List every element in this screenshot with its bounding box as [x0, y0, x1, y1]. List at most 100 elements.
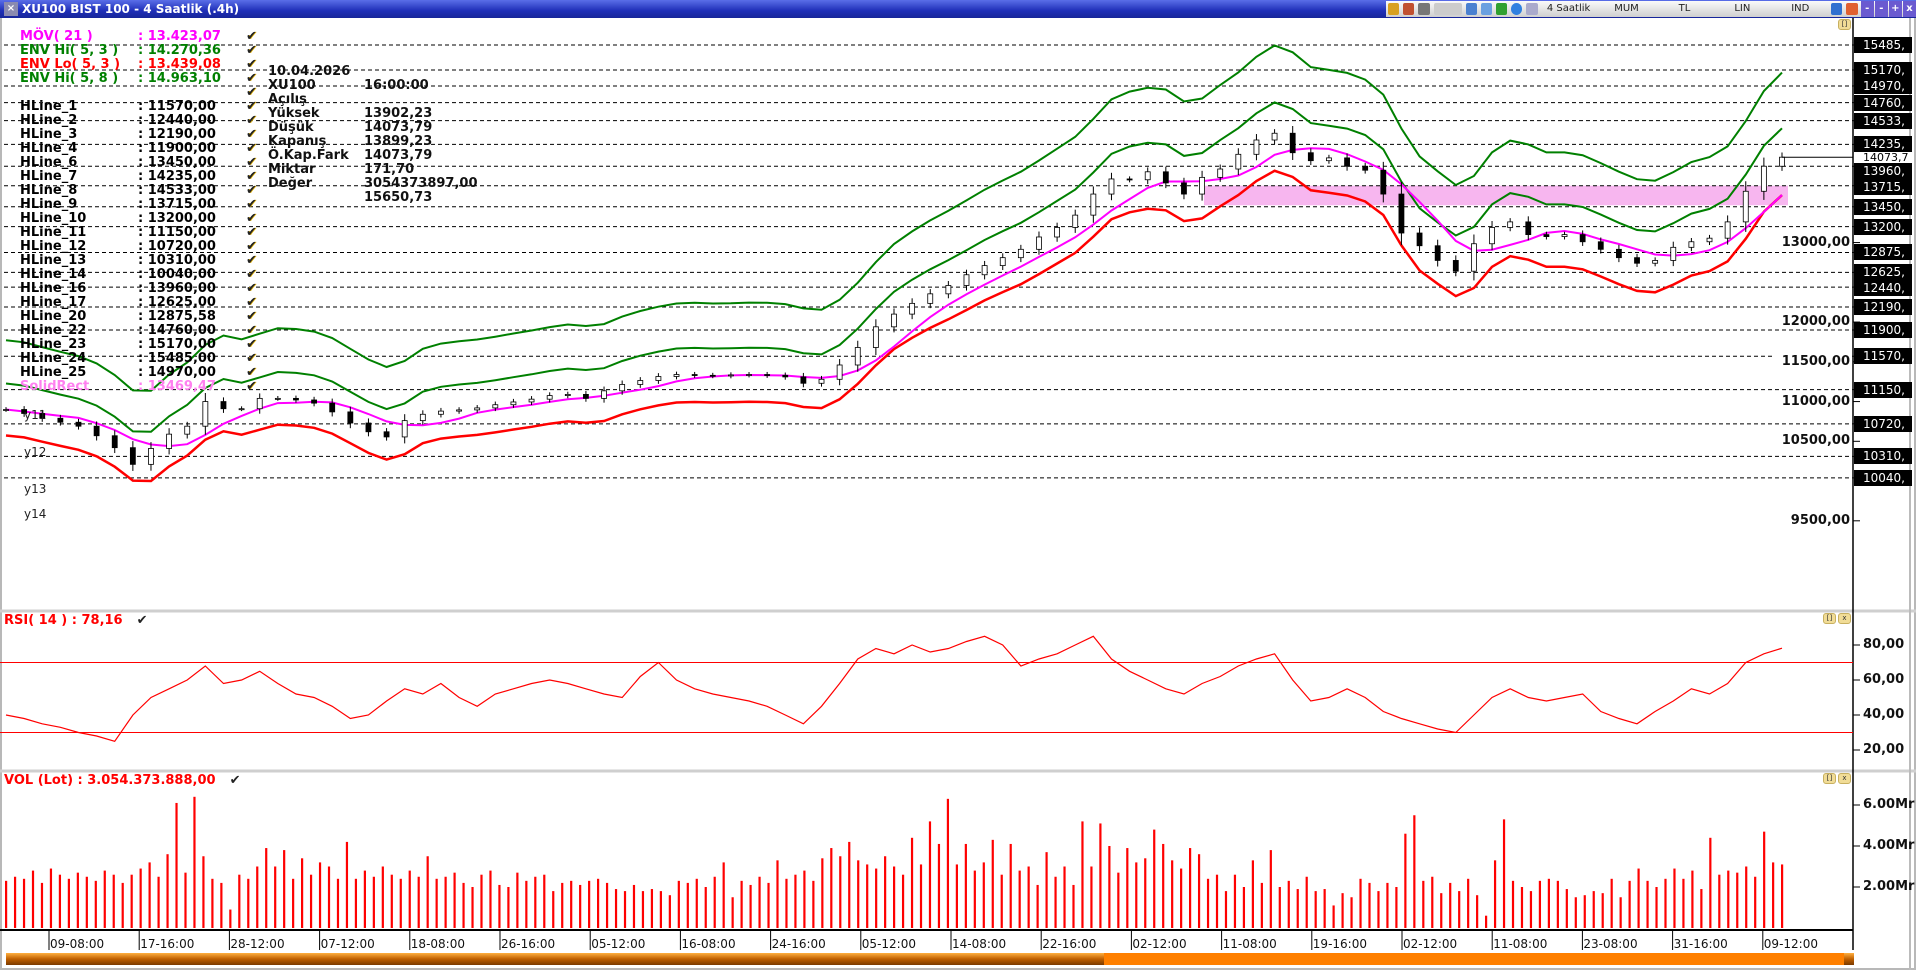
- check-icon[interactable]: ✔: [246, 99, 257, 114]
- info-label: Değer: [268, 176, 313, 191]
- maximize-button[interactable]: +: [1888, 1, 1902, 17]
- legend-row: HLine_17: 12625,00 ✔: [20, 296, 265, 310]
- check-icon[interactable]: ✔: [246, 211, 257, 226]
- check-icon[interactable]: ✔: [246, 57, 257, 72]
- rsi-maximize-button[interactable]: []: [1823, 613, 1836, 624]
- font-icon[interactable]: [1433, 3, 1462, 15]
- vol-close-button[interactable]: x: [1838, 773, 1851, 784]
- volume-bar: [1296, 889, 1299, 928]
- chart-type-selector[interactable]: MUM: [1614, 3, 1639, 14]
- chart-settings-icon[interactable]: [1480, 3, 1493, 15]
- rsi-tick-label: 60,00: [1863, 672, 1905, 687]
- legend-row: ENV Hi( 5, 8 ): 14.963,10 ✔: [20, 72, 265, 86]
- check-icon[interactable]: ✔: [246, 169, 257, 184]
- check-icon[interactable]: ✔: [246, 85, 257, 100]
- candle-body: [492, 404, 499, 409]
- check-icon[interactable]: ✔: [246, 225, 257, 240]
- formula-icon[interactable]: [1418, 3, 1430, 15]
- scale-selector[interactable]: LIN: [1734, 3, 1751, 14]
- legend-value: : 13469,47: [138, 379, 216, 394]
- check-icon[interactable]: ✔: [246, 309, 257, 324]
- check-icon[interactable]: ✔: [246, 337, 257, 352]
- legend-name: HLine_6: [20, 155, 78, 170]
- tools-icon[interactable]: [1846, 3, 1858, 15]
- candle-body: [1036, 236, 1042, 250]
- candle-body: [293, 397, 299, 401]
- volume-bar: [1511, 880, 1515, 928]
- hourglass-icon[interactable]: [1388, 3, 1400, 15]
- candle-body: [401, 420, 408, 438]
- minimize-button[interactable]: -: [1860, 1, 1874, 17]
- volume-bar: [1763, 831, 1766, 928]
- indicator-list-icon[interactable]: [1465, 3, 1477, 15]
- rsi-close-button[interactable]: x: [1838, 613, 1851, 624]
- restore-button[interactable]: -: [1874, 1, 1888, 17]
- check-icon[interactable]: ✔: [246, 127, 257, 142]
- time-tick-label: 22-16:00: [1042, 937, 1097, 951]
- check-icon[interactable]: ✔: [246, 141, 257, 156]
- legend-row: HLine_14: 10040,00 ✔: [20, 268, 265, 282]
- panel-maximize-button[interactable]: []: [1838, 19, 1851, 30]
- crosshair-icon[interactable]: [1526, 3, 1538, 15]
- currency-selector[interactable]: TL: [1678, 3, 1691, 14]
- period-selector[interactable]: 4 Saatlik: [1546, 3, 1591, 14]
- candle-body: [1398, 193, 1405, 234]
- volume-bar: [184, 872, 187, 928]
- candle-body: [1652, 260, 1659, 264]
- volume-bar: [327, 866, 331, 928]
- time-tick-label: 05-12:00: [861, 937, 916, 951]
- check-icon[interactable]: ✔: [136, 613, 148, 628]
- check-icon[interactable]: ✔: [246, 239, 257, 254]
- legend-name: HLine_23: [20, 337, 87, 352]
- scrollbar-thumb[interactable]: [1104, 953, 1844, 965]
- check-icon[interactable]: ✔: [246, 29, 257, 44]
- volume-bar: [462, 882, 465, 928]
- candle-body: [111, 435, 118, 449]
- check-icon[interactable]: ✔: [246, 267, 257, 282]
- template-icon[interactable]: [1403, 3, 1415, 15]
- check-icon[interactable]: ✔: [246, 155, 257, 170]
- volume-bar: [220, 882, 223, 928]
- volume-bar: [238, 874, 241, 928]
- check-icon[interactable]: ✔: [246, 365, 257, 380]
- volume-bar: [1099, 823, 1102, 928]
- check-icon[interactable]: ✔: [246, 323, 257, 338]
- check-icon[interactable]: ✔: [246, 253, 257, 268]
- candle-body: [1507, 221, 1514, 228]
- check-icon[interactable]: ✔: [229, 773, 241, 788]
- legend-row: HLine_4: 11900,00 ✔: [20, 142, 265, 156]
- close-button[interactable]: x: [1902, 1, 1916, 17]
- pin-icon[interactable]: [1831, 3, 1843, 15]
- volume-bar: [677, 880, 680, 928]
- check-icon[interactable]: ✔: [246, 295, 257, 310]
- volume-bar: [112, 874, 115, 928]
- check-icon[interactable]: ✔: [246, 197, 257, 212]
- mode-selector[interactable]: IND: [1791, 3, 1810, 14]
- volume-bar: [1162, 843, 1165, 928]
- volume-bar: [1009, 843, 1012, 928]
- vol-maximize-button[interactable]: []: [1823, 773, 1836, 784]
- volume-bar: [1278, 887, 1281, 928]
- candle-body: [329, 402, 336, 413]
- time-tick-label: 23-08:00: [1583, 937, 1638, 951]
- pencil-icon[interactable]: [1496, 3, 1508, 15]
- check-icon[interactable]: ✔: [246, 281, 257, 296]
- legend-value: : 12625,00: [138, 295, 216, 310]
- check-icon[interactable]: ✔: [246, 43, 257, 58]
- rsi-tick-label: 40,00: [1863, 707, 1905, 722]
- check-icon[interactable]: ✔: [246, 71, 257, 86]
- check-icon[interactable]: ✔: [246, 351, 257, 366]
- volume-bar: [1493, 860, 1497, 928]
- time-tick-label: 24-16:00: [771, 937, 826, 951]
- hline-price-label: 13715,: [1854, 179, 1912, 196]
- info-row: 10.04.2026 16:00:00: [268, 65, 429, 93]
- candle-body: [39, 413, 46, 419]
- check-icon[interactable]: ✔: [246, 183, 257, 198]
- check-icon[interactable]: ✔: [246, 379, 257, 394]
- move-icon[interactable]: [1511, 3, 1523, 15]
- check-icon[interactable]: ✔: [246, 113, 257, 128]
- info-row: Miktar 3054373897,00: [268, 163, 477, 191]
- close-window-button[interactable]: ×: [4, 2, 18, 16]
- volume-bar: [1440, 893, 1443, 928]
